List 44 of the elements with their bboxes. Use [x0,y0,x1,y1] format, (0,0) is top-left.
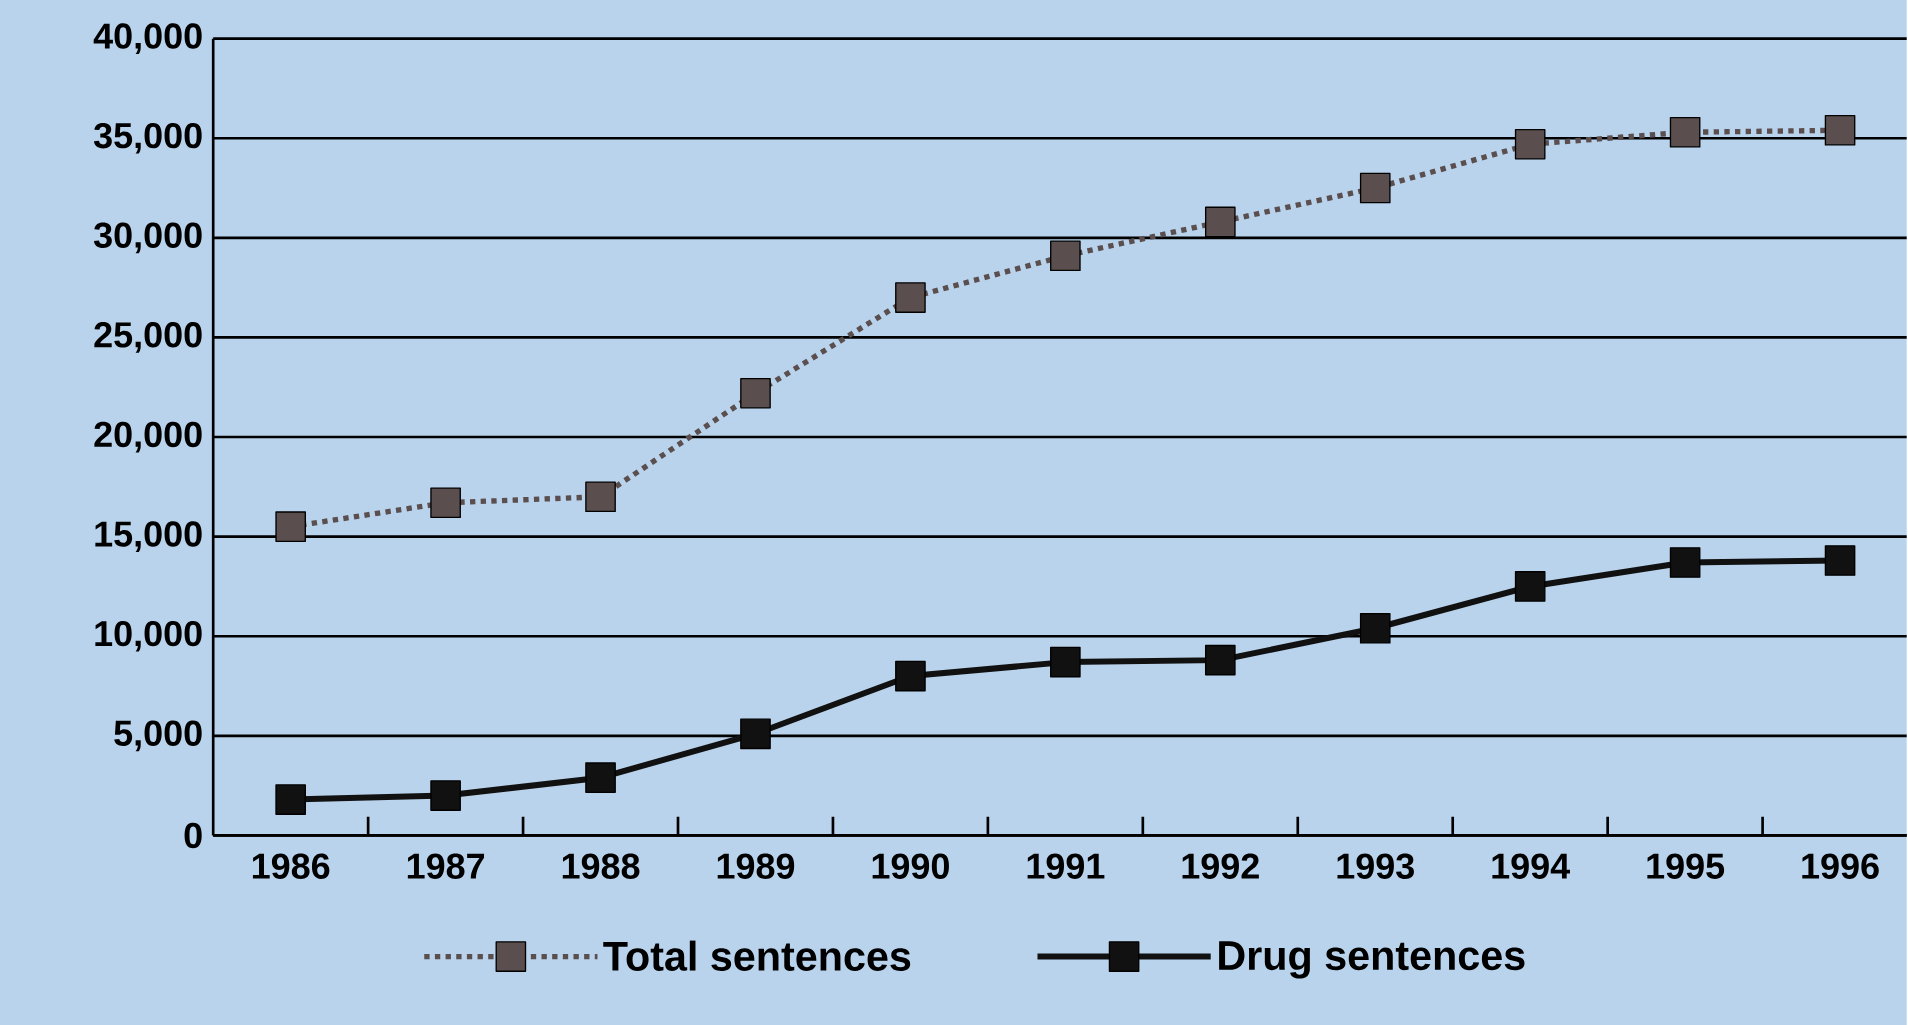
point [1514,128,1546,160]
point [275,511,306,542]
point [1204,644,1236,676]
point [740,377,771,409]
y-tick-label: 0 [184,822,202,849]
point [430,780,461,811]
x-tick-label: 1989 [717,853,795,879]
y-tick-label: 5,000 [114,720,202,752]
legend-label: Drug sentences [1219,941,1525,979]
x-tick-label: 1994 [1492,853,1570,879]
point [585,762,616,793]
point [1669,547,1701,578]
point [1050,646,1081,678]
y-tick-label: 20,000 [94,421,202,453]
x-tick-label: 1991 [1027,853,1105,879]
point [1669,116,1701,148]
point [275,784,306,815]
point [895,660,926,692]
point [1204,206,1236,238]
point [895,282,926,313]
x-tick-label: 1995 [1647,853,1725,879]
point [1824,114,1856,146]
point [585,481,616,512]
x-tick-label: 1986 [252,853,330,879]
x-tick-label: 1996 [1802,853,1879,879]
legend-label: Total sentences [603,940,911,971]
point [1359,172,1391,204]
y-tick-label: 15,000 [95,521,202,552]
x-tick-label: 1990 [872,853,949,879]
point [430,487,461,518]
point [1514,570,1546,602]
x-tick-label: 1987 [407,853,485,879]
point [1359,612,1391,644]
y-tick-label: 35,000 [93,122,202,154]
y-tick-label: 10,000 [95,620,202,652]
y-tick-label: 40,000 [93,23,202,54]
point [740,718,771,750]
point [1050,240,1081,271]
x-tick-label: 1988 [562,853,640,879]
x-tick-label: 1993 [1337,853,1414,879]
y-tick-label: 25,000 [94,321,202,353]
point [1824,545,1856,576]
x-tick-label: 1992 [1182,853,1259,879]
y-tick-label: 30,000 [93,222,202,254]
